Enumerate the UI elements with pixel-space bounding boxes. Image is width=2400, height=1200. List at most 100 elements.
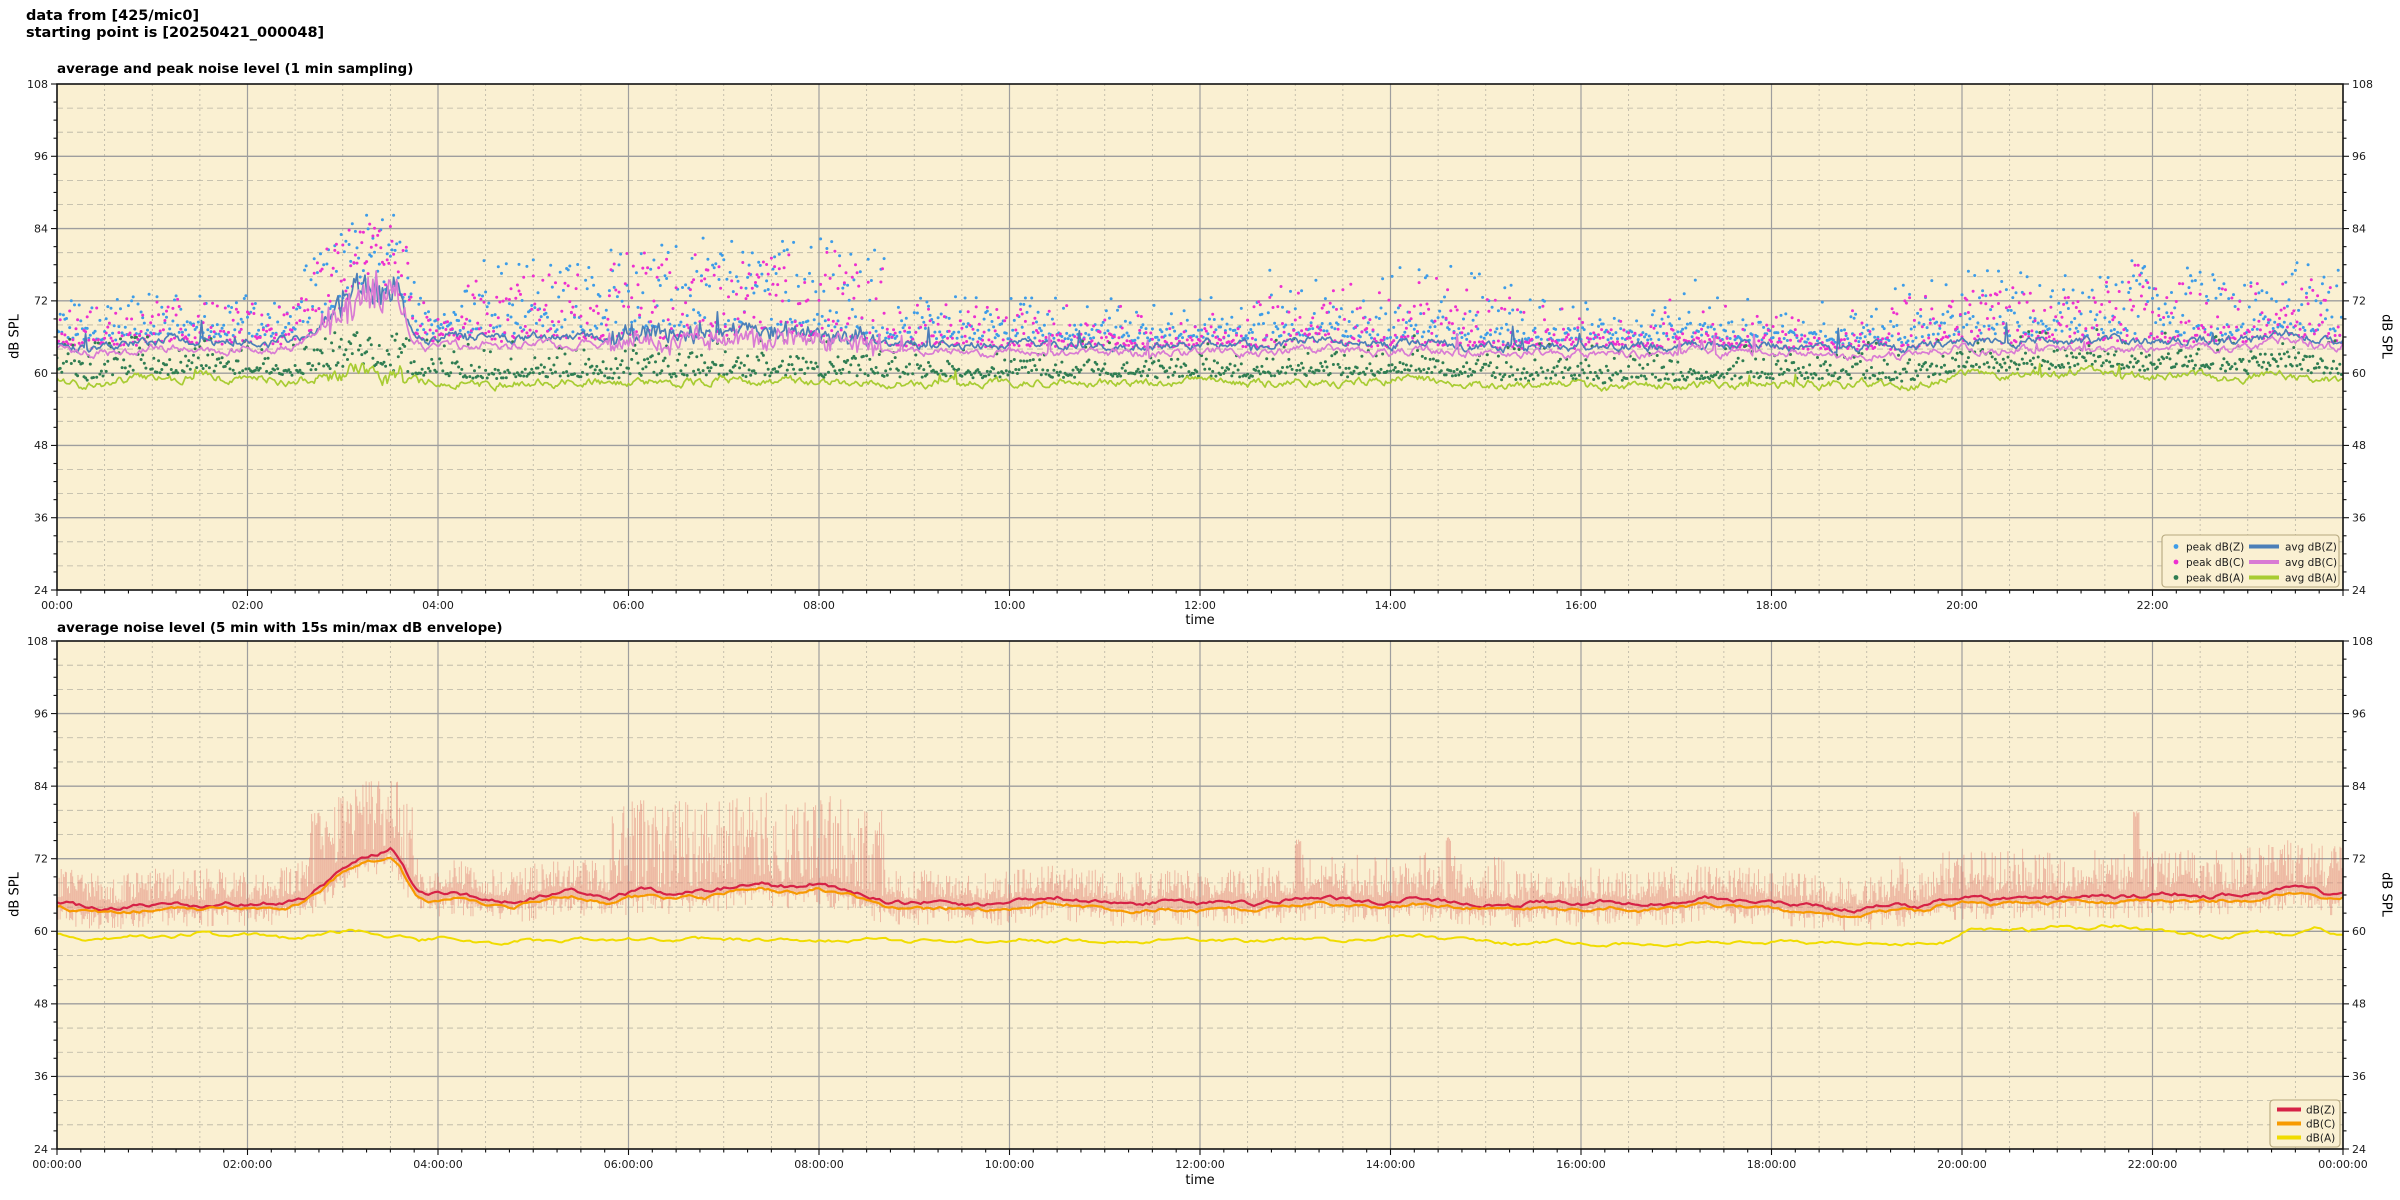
bottom-x-axis-label: time bbox=[1185, 1173, 1215, 1188]
top-y-axis-label-left: dB SPL bbox=[7, 314, 23, 359]
avg-dba-line bbox=[57, 362, 2343, 392]
bottom-chart-xtick: 12:00:00 bbox=[1175, 1158, 1224, 1171]
bottom-chart-xtick: 00:00:00 bbox=[2318, 1158, 2367, 1171]
top-chart-ytick-right: 36 bbox=[2352, 512, 2366, 525]
top-chart-ytick-left: 72 bbox=[34, 295, 48, 308]
bottom-chart-xtick: 00:00:00 bbox=[32, 1158, 81, 1171]
bottom-chart-ytick-left: 96 bbox=[34, 707, 48, 720]
top-chart-xtick: 20:00 bbox=[1946, 599, 1978, 612]
legend-marker-dot bbox=[2173, 544, 2179, 549]
legend-label: dB(A) bbox=[2306, 1132, 2335, 1144]
top-chart-ytick-left: 108 bbox=[27, 78, 48, 91]
bottom-chart-xtick: 18:00:00 bbox=[1747, 1158, 1796, 1171]
legend-label: avg dB(Z) bbox=[2285, 541, 2337, 553]
bottom-chart-ytick-left: 36 bbox=[34, 1070, 48, 1083]
bottom-chart-legend-box bbox=[2269, 1099, 2341, 1148]
bottom-chart-tick-labels: 24 24 36 36 48 48 60 60 72 72 84 84 96 96 108 108 00:00:… bbox=[27, 635, 2373, 1171]
peak-dba-points bbox=[57, 328, 2343, 385]
dbz-line bbox=[57, 846, 2343, 914]
bottom-chart-ytick-left: 24 bbox=[34, 1143, 48, 1156]
top-x-axis-label: time bbox=[1185, 613, 1215, 628]
legend-label: avg dB(A) bbox=[2285, 572, 2337, 584]
top-chart-ytick-right: 72 bbox=[2352, 295, 2366, 308]
bottom-chart-grid bbox=[57, 641, 2343, 1149]
top-chart-xtick: 06:00 bbox=[613, 599, 645, 612]
bottom-chart-ytick-left: 60 bbox=[34, 925, 48, 938]
header: data from [425/mic0] starting point is [… bbox=[26, 8, 324, 41]
bottom-chart-ytick-left: 72 bbox=[34, 853, 48, 866]
bottom-chart-ytick-left: 84 bbox=[34, 780, 48, 793]
top-chart-xtick: 14:00 bbox=[1375, 599, 1407, 612]
top-chart-ytick-right: 24 bbox=[2352, 584, 2366, 597]
bottom-chart-ytick-right: 108 bbox=[2352, 635, 2373, 648]
bottom-chart-xtick: 20:00:00 bbox=[1937, 1158, 1986, 1171]
bottom-chart: 24 24 36 36 48 48 60 60 72 72 84 84 96 96 108 108 00:00:… bbox=[27, 635, 2373, 1171]
top-chart-xtick: 02:00 bbox=[232, 599, 264, 612]
top-chart-legend: peak dB(Z) peak dB(C) peak dB(A) avg dB(Z) a… bbox=[2161, 534, 2340, 588]
top-chart-xtick: 12:00 bbox=[1184, 599, 1216, 612]
bottom-chart-xtick: 08:00:00 bbox=[794, 1158, 843, 1171]
top-chart-xtick: 00:00 bbox=[41, 599, 73, 612]
top-chart-xtick: 16:00 bbox=[1565, 599, 1597, 612]
bottom-chart-ytick-right: 60 bbox=[2352, 925, 2366, 938]
bottom-chart-xtick: 16:00:00 bbox=[1556, 1158, 1605, 1171]
top-chart-ytick-right: 48 bbox=[2352, 439, 2366, 452]
top-chart-ytick-right: 108 bbox=[2352, 78, 2373, 91]
bottom-chart-xtick: 14:00:00 bbox=[1366, 1158, 1415, 1171]
legend-label: avg dB(C) bbox=[2285, 557, 2337, 569]
top-chart-data bbox=[57, 213, 2343, 392]
top-chart-xtick: 10:00 bbox=[994, 599, 1026, 612]
bottom-chart-xtick: 10:00:00 bbox=[985, 1158, 1034, 1171]
bottom-chart-ytick-right: 84 bbox=[2352, 780, 2366, 793]
top-chart-ytick-left: 24 bbox=[34, 584, 48, 597]
top-chart-tick-labels: 24 24 36 36 48 48 60 60 72 72 84 84 96 96 108 108 00:00 0… bbox=[27, 78, 2373, 612]
bottom-chart-ticks bbox=[51, 640, 2349, 1155]
bottom-chart-title: average noise level (5 min with 15s min/… bbox=[57, 620, 503, 636]
top-chart-xtick: 22:00 bbox=[2137, 599, 2169, 612]
top-chart-ytick-right: 60 bbox=[2352, 367, 2366, 380]
top-chart: 24 24 36 36 48 48 60 60 72 72 84 84 96 96 108 108 00:00 0… bbox=[27, 78, 2373, 612]
top-chart-title: average and peak noise level (1 min samp… bbox=[57, 61, 414, 77]
avg-dbc-line bbox=[57, 270, 2343, 362]
top-chart-ytick-left: 36 bbox=[34, 512, 48, 525]
bottom-y-axis-label-right: dB SPL bbox=[2378, 872, 2394, 917]
dbc-line bbox=[57, 856, 2343, 919]
bottom-chart-ytick-right: 96 bbox=[2352, 707, 2366, 720]
header-line-source: data from [425/mic0] bbox=[26, 8, 200, 24]
bottom-y-axis-label-left: dB SPL bbox=[7, 872, 23, 917]
legend-label: peak dB(A) bbox=[2186, 572, 2244, 584]
legend-label: dB(Z) bbox=[2306, 1104, 2335, 1116]
legend-marker-dot bbox=[2173, 575, 2179, 580]
top-chart-ytick-right: 96 bbox=[2352, 150, 2366, 163]
top-chart-grid bbox=[57, 84, 2343, 590]
legend-marker-dot bbox=[2173, 559, 2179, 565]
legend-label: peak dB(Z) bbox=[2186, 541, 2244, 553]
top-chart-ticks bbox=[51, 83, 2349, 596]
top-y-axis-label-right: dB SPL bbox=[2378, 314, 2394, 359]
top-chart-xtick: 08:00 bbox=[803, 599, 835, 612]
bottom-chart-ytick-right: 36 bbox=[2352, 1070, 2366, 1083]
header-line-start: starting point is [20250421_000048] bbox=[26, 24, 325, 41]
bottom-chart-xtick: 02:00:00 bbox=[223, 1158, 272, 1171]
bottom-chart-legend: dB(Z) dB(C) dB(A) bbox=[2269, 1099, 2341, 1148]
legend-label: peak dB(C) bbox=[2186, 557, 2244, 569]
bottom-chart-xtick: 04:00:00 bbox=[413, 1158, 462, 1171]
legend-label: dB(C) bbox=[2306, 1118, 2335, 1130]
bottom-chart-ytick-right: 24 bbox=[2352, 1143, 2366, 1156]
top-chart-ytick-left: 96 bbox=[34, 150, 48, 163]
top-chart-ytick-left: 48 bbox=[34, 439, 48, 452]
avg-dbz-line bbox=[57, 272, 2343, 355]
bottom-chart-xtick: 22:00:00 bbox=[2128, 1158, 2177, 1171]
bottom-chart-ytick-right: 48 bbox=[2352, 998, 2366, 1011]
top-chart-xtick: 04:00 bbox=[422, 599, 454, 612]
bottom-chart-ytick-left: 108 bbox=[27, 635, 48, 648]
bottom-chart-ytick-right: 72 bbox=[2352, 853, 2366, 866]
bottom-chart-ytick-left: 48 bbox=[34, 998, 48, 1011]
top-chart-xtick: 18:00 bbox=[1756, 599, 1788, 612]
dba-line bbox=[57, 924, 2343, 948]
top-chart-ytick-left: 84 bbox=[34, 222, 48, 235]
top-chart-ytick-right: 84 bbox=[2352, 222, 2366, 235]
bottom-chart-xtick: 06:00:00 bbox=[604, 1158, 653, 1171]
